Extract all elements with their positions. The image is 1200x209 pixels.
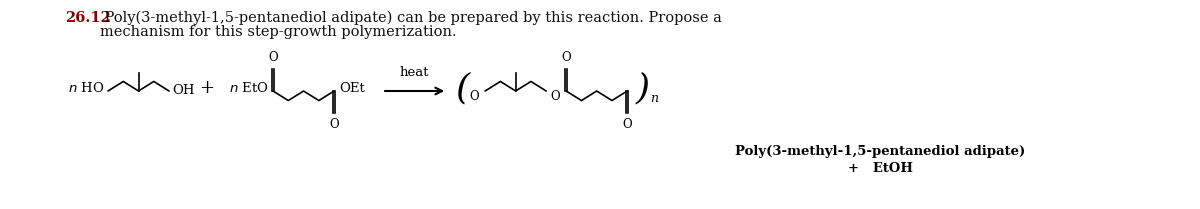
Text: n: n	[650, 93, 659, 106]
Text: $n$ HO: $n$ HO	[68, 81, 104, 95]
Text: 26.12: 26.12	[65, 11, 110, 25]
Text: O: O	[550, 89, 560, 102]
Text: OH: OH	[172, 84, 194, 97]
Text: O: O	[562, 51, 571, 64]
Text: mechanism for this step-growth polymerization.: mechanism for this step-growth polymeriz…	[100, 25, 457, 39]
Text: Poly(3-methyl-1,5-pentanediol adipate) can be prepared by this reaction. Propose: Poly(3-methyl-1,5-pentanediol adipate) c…	[100, 11, 722, 25]
Text: ): )	[635, 71, 649, 105]
Text: $n$ EtO: $n$ EtO	[229, 81, 269, 95]
Text: O: O	[329, 118, 338, 131]
Text: O: O	[623, 118, 632, 131]
Text: O: O	[269, 51, 278, 64]
Text: (: (	[455, 71, 469, 105]
Text: heat: heat	[400, 66, 430, 79]
Text: O: O	[469, 89, 479, 102]
Text: +   EtOH: + EtOH	[847, 163, 912, 176]
Text: Poly(3-methyl-1,5-pentanediol adipate): Poly(3-methyl-1,5-pentanediol adipate)	[734, 144, 1025, 158]
Text: +: +	[199, 79, 215, 97]
Text: OEt: OEt	[340, 82, 365, 94]
